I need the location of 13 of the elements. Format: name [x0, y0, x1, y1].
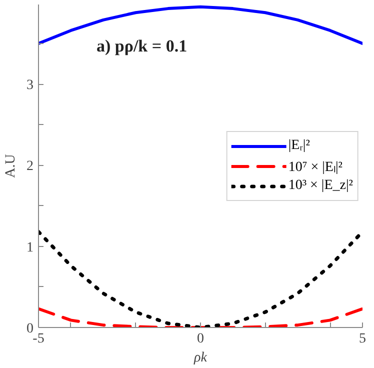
legend-label: |Eᵣ|² [288, 138, 310, 154]
x-tick-label: 0 [197, 332, 204, 346]
y-tick-label: 2 [26, 159, 34, 174]
y-tick-label: 0 [26, 322, 34, 336]
annotation: a) pρ/k = 0.1 [96, 36, 188, 56]
y-tick-label: 3 [26, 78, 34, 94]
x-axis-title: ρk [193, 350, 208, 366]
x-tick-label: -5 [32, 332, 44, 346]
x-tick-label: 5 [359, 332, 366, 346]
legend-label: 10⁷ × |Eₗ|² [288, 158, 342, 176]
y-tick-label: 1 [26, 240, 34, 256]
legend-label: 10³ × |E_z|² [288, 178, 353, 194]
y-axis-title: A.U [4, 154, 18, 178]
